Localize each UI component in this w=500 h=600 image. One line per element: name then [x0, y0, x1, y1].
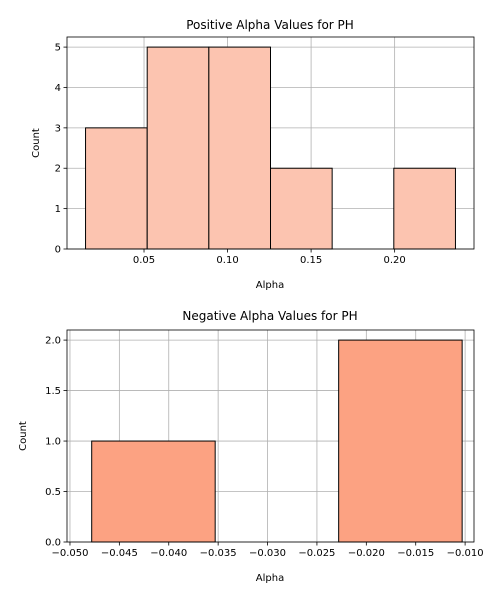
positive-y-axis-label: Count	[31, 128, 42, 158]
positive-chart-title: Positive Alpha Values for PH	[186, 18, 354, 32]
x-tick-label: −0.015	[397, 548, 434, 559]
negative-y-ticks: 0.0 0.5 1.0 1.5 2.0	[45, 336, 67, 549]
histogram-bar-6	[393, 167, 456, 250]
negative-x-ticks: −0.050 −0.045 −0.040 −0.035 −0.030 −0.025 −0.0…	[51, 542, 484, 559]
positive-x-axis-label: Alpha	[256, 280, 284, 291]
positive-axes-frame	[66, 36, 475, 250]
y-tick-label: 4	[55, 83, 61, 94]
y-tick-label: 1.5	[45, 386, 61, 397]
positive-y-ticks: 0 1 2 3 4 5	[55, 43, 67, 256]
y-tick-label: 1	[55, 204, 61, 215]
histogram-bar-1	[91, 440, 216, 543]
x-tick-label: −0.020	[348, 548, 385, 559]
x-tick-label: −0.040	[150, 548, 187, 559]
y-tick-label: 5	[55, 43, 61, 54]
negative-x-axis-label: Alpha	[256, 573, 284, 584]
y-tick-label: 2	[55, 164, 61, 175]
histogram-bar-3	[208, 46, 272, 250]
y-tick-label: 1.0	[45, 437, 61, 448]
negative-bars	[91, 339, 463, 543]
x-tick-label: −0.010	[447, 548, 484, 559]
x-tick-label: −0.025	[298, 548, 335, 559]
negative-chart-title: Negative Alpha Values for PH	[182, 309, 357, 323]
x-tick-label: 0.20	[384, 255, 406, 266]
y-tick-label: 0.0	[45, 538, 61, 549]
x-tick-label: −0.030	[249, 548, 286, 559]
x-tick-label: −0.035	[200, 548, 237, 559]
negative-alpha-chart: Negative Alpha Values for PH −0.050 −0.04…	[18, 309, 484, 584]
x-tick-label: 0.15	[300, 255, 322, 266]
y-tick-label: 0.5	[45, 487, 61, 498]
y-tick-label: 0	[55, 245, 61, 256]
positive-alpha-chart: Positive Alpha Values for PH 0.05 0.10 0.1…	[31, 18, 475, 291]
x-tick-label: −0.050	[51, 548, 88, 559]
y-tick-label: 2.0	[45, 336, 61, 347]
histogram-bar-4	[270, 167, 333, 250]
histogram-bar-3	[338, 339, 463, 543]
negative-axes-frame	[66, 329, 475, 543]
x-tick-label: −0.045	[101, 548, 138, 559]
histogram-bar-1	[85, 127, 148, 250]
histogram-bar-2	[146, 46, 210, 250]
y-tick-label: 3	[55, 123, 61, 134]
positive-x-ticks: 0.05 0.10 0.15 0.20	[133, 249, 406, 266]
x-tick-label: 0.05	[133, 255, 155, 266]
positive-bars	[85, 46, 456, 250]
negative-y-axis-label: Count	[18, 421, 29, 451]
x-tick-label: 0.10	[216, 255, 238, 266]
